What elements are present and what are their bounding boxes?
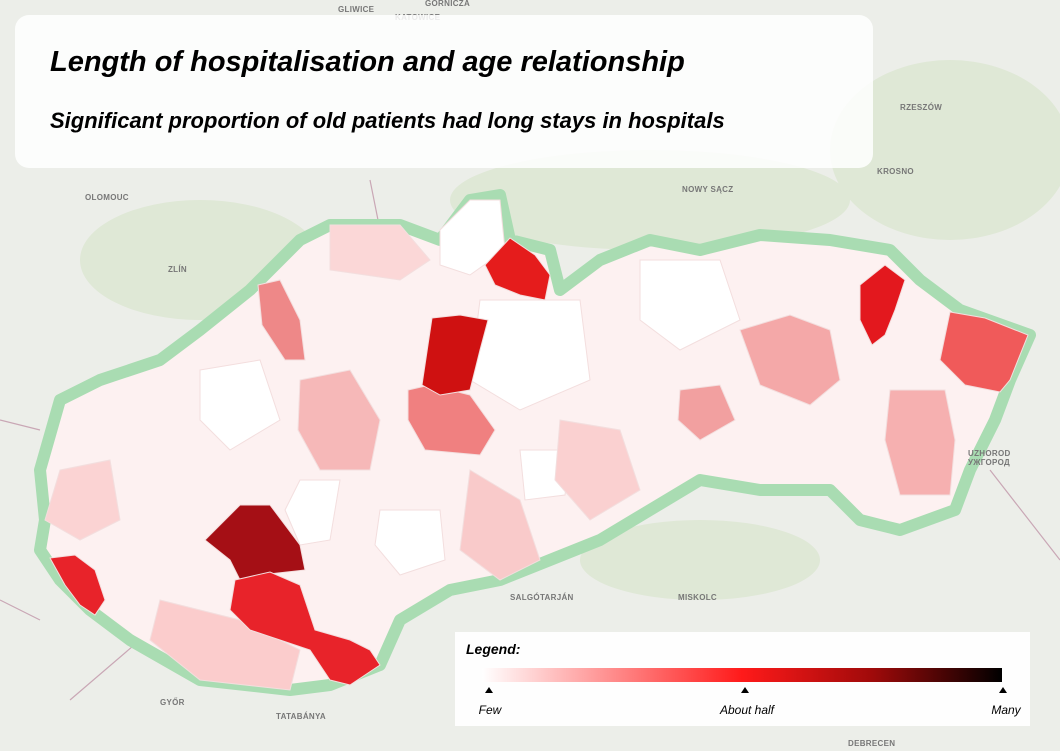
place-labels: GLIWICE KATOWICE GÓRNICZA RZESZÓW OLOMOU…: [85, 0, 1011, 748]
legend-title: Legend:: [466, 641, 520, 657]
place-label: DEBRECEN: [848, 739, 895, 748]
legend-gradient: [482, 668, 1002, 682]
place-label: SALGÓTARJÁN: [510, 593, 574, 602]
place-label: MISKOLC: [678, 593, 717, 602]
place-label: GYŐR: [160, 698, 185, 707]
place-label: OLOMOUC: [85, 193, 129, 202]
place-label: ZLÍN: [168, 265, 187, 274]
place-label: GÓRNICZA: [425, 0, 470, 8]
place-label: NOWY SĄCZ: [682, 185, 733, 194]
title-box: [15, 15, 873, 168]
districts: [44, 199, 1029, 691]
legend-label: About half: [719, 703, 776, 717]
subtitle: Significant proportion of old patients h…: [50, 108, 725, 133]
place-label: TATABÁNYA: [276, 712, 326, 721]
place-label: RZESZÓW: [900, 103, 942, 112]
legend-markers: [485, 687, 1007, 693]
place-label: GLIWICE: [338, 5, 375, 14]
legend-label: Many: [991, 703, 1021, 717]
place-label: KROSNO: [877, 167, 914, 176]
place-label: УЖГОРОД: [968, 458, 1010, 467]
title: Length of hospitalisation and age relati…: [50, 46, 685, 78]
borders: [0, 179, 1060, 701]
legend-label: Few: [479, 703, 503, 717]
place-label: UZHOROD: [968, 449, 1011, 458]
